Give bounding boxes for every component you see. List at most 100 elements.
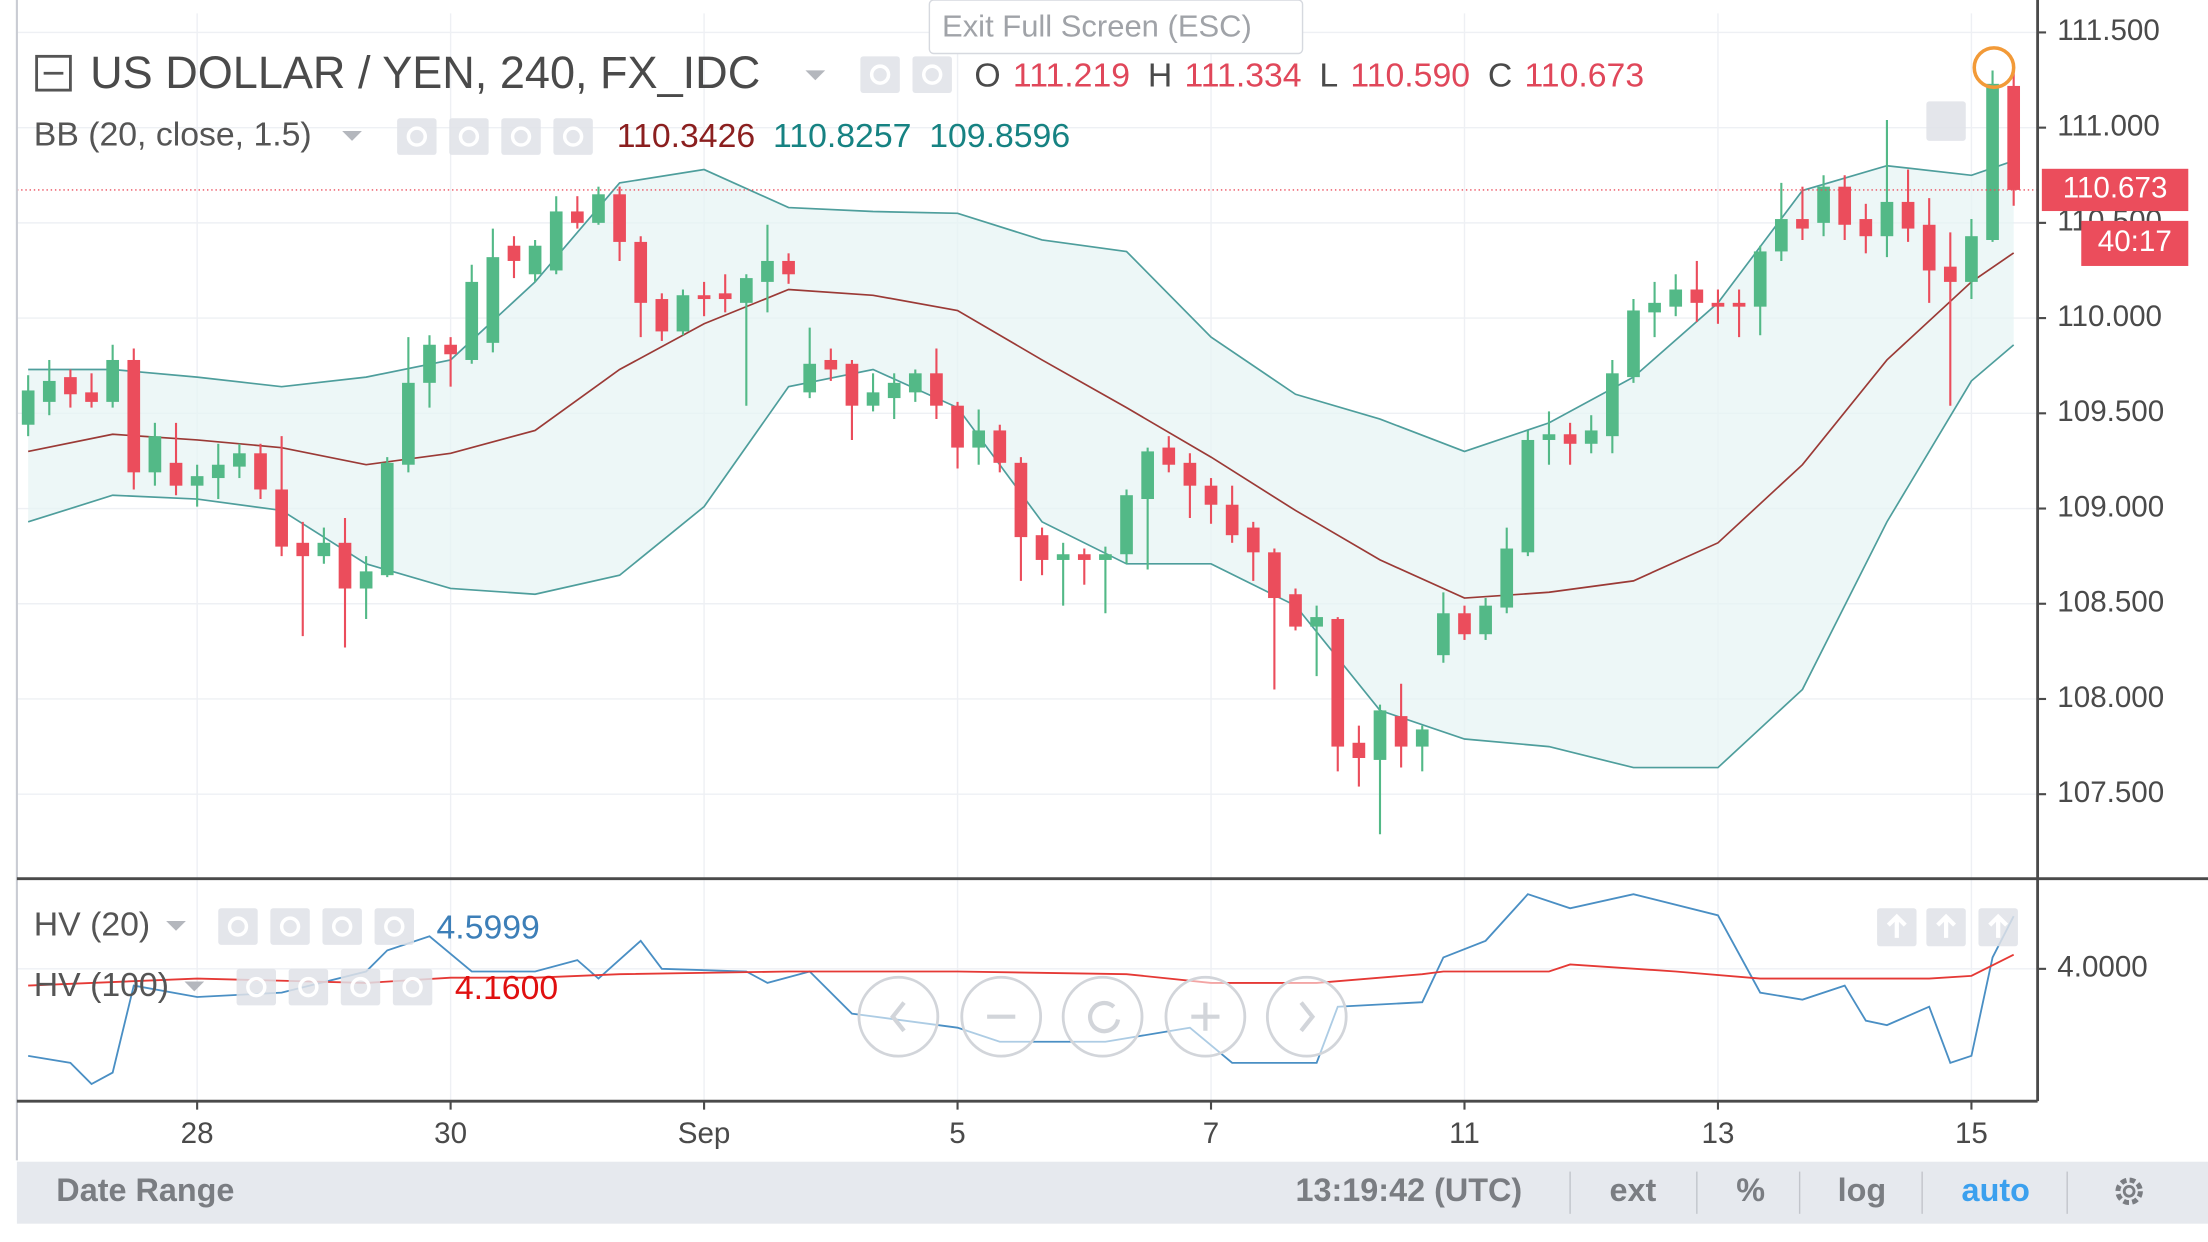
exit-fullscreen-button[interactable] [928, 0, 1304, 55]
legend-icon-button[interactable] [912, 56, 952, 93]
candle-body [1225, 504, 1239, 536]
scroll-right-glyph [1299, 1001, 1316, 1033]
legend-icon-glyph [246, 976, 267, 998]
candle-body [1542, 434, 1556, 440]
dropdown-arrow[interactable] [805, 70, 826, 81]
legend-icon-glyph [406, 126, 428, 147]
dropdown-arrow[interactable] [166, 920, 186, 931]
candle-body [1732, 302, 1746, 307]
candle-body [571, 211, 584, 223]
legend-icon-button[interactable] [860, 56, 900, 93]
x-tick-label: 7 [1203, 1117, 1219, 1150]
zoom-control[interactable] [1265, 975, 1348, 1058]
candle-body [1099, 554, 1112, 560]
legend-icon-glyph [298, 976, 319, 998]
last-price-text: 110.673 [2063, 172, 2168, 205]
pane-icon-glyph [1886, 913, 1907, 938]
ohlc-key: O [974, 56, 1000, 94]
legend-icon-button[interactable] [501, 118, 541, 155]
candle-body [697, 295, 711, 300]
y-tick-label: 108.500 [2057, 586, 2164, 619]
band-line [27, 252, 2015, 599]
candle-body [739, 278, 753, 303]
legend-icon-button[interactable] [218, 908, 258, 945]
candle-body [1479, 605, 1492, 635]
legend-icon-button[interactable] [392, 968, 433, 1006]
legend-icon-button[interactable] [288, 968, 329, 1006]
ohlc-key: C [1488, 56, 1512, 94]
exit-fullscreen-label[interactable]: Exit Full Screen (ESC) [942, 8, 1252, 43]
dropdown-arrow[interactable] [184, 981, 205, 992]
candle-body [930, 373, 943, 406]
legend-icon-button[interactable] [374, 908, 414, 945]
candle-body [359, 571, 373, 589]
legend-icon-button[interactable] [553, 118, 593, 155]
candle-body [1986, 83, 1999, 241]
candle-body [1141, 451, 1154, 500]
reset-glyph [1088, 1000, 1121, 1034]
candle-body [1669, 289, 1683, 307]
legend-icon-glyph [458, 126, 480, 147]
candle-body [1120, 495, 1133, 555]
candle-body [1817, 186, 1830, 223]
candle-body [1458, 613, 1471, 635]
candle-body [106, 359, 119, 402]
log-button[interactable]: log [1838, 1172, 1887, 1208]
zoom-control[interactable] [857, 975, 940, 1058]
candle-body [803, 363, 817, 393]
icons [218, 46, 2018, 1058]
y-tick-label: 109.500 [2057, 395, 2164, 428]
dropdown-arrow[interactable] [342, 130, 362, 141]
candle-body [951, 405, 964, 448]
gear-teeth [2115, 1177, 2143, 1206]
candle-body [634, 241, 648, 303]
candle-body [824, 359, 838, 370]
legend-icon-button[interactable] [322, 908, 362, 945]
candle-body [993, 430, 1007, 463]
candle-body [1796, 219, 1809, 229]
zoom-control[interactable] [1061, 975, 1144, 1058]
pane-icon-button[interactable] [1926, 101, 1966, 141]
ext-button[interactable]: ext [1610, 1172, 1657, 1208]
candle-body [908, 373, 922, 393]
candle-body [1943, 266, 1957, 282]
pane-icon-glyph [1988, 913, 2009, 938]
candle-body [1373, 710, 1387, 760]
candle-body [528, 245, 542, 275]
legend-icon-glyph [402, 976, 423, 998]
percent-button[interactable]: % [1736, 1172, 1765, 1208]
y-tick-label: 110.000 [2057, 300, 2162, 333]
auto-button[interactable]: auto [1962, 1172, 2030, 1208]
candle-body [1563, 434, 1577, 444]
bottom-toolbar [16, 1161, 2208, 1224]
date-range-button[interactable]: Date Range [56, 1172, 234, 1208]
bb-mid-value: 110.3426 [617, 117, 755, 155]
alert-marker [1972, 46, 2016, 90]
candle-body [148, 436, 162, 473]
x-tick-label: 11 [1449, 1117, 1480, 1150]
ohlc-value: 110.590 [1350, 56, 1470, 94]
candle-body [465, 281, 479, 360]
candle-body [1268, 552, 1281, 599]
legend-icon-button[interactable] [340, 968, 381, 1006]
settings-button[interactable] [2115, 1177, 2143, 1206]
collapse-icon[interactable] [35, 54, 72, 92]
x-tick-label: 5 [949, 1117, 965, 1150]
hv20-value: 4.5999 [437, 908, 540, 946]
legend-icon-glyph [869, 64, 891, 85]
legend-icon-button[interactable] [449, 118, 489, 155]
candle-body [1310, 617, 1323, 627]
candle-body [1035, 535, 1049, 560]
labels: 107.500 108.000 108.500 109.000 109.500 110.0… [181, 14, 2189, 1150]
candle-body [169, 462, 183, 486]
indicator-label: BB (20, close, 1.5) [34, 116, 312, 154]
legend-icon-button[interactable] [397, 118, 437, 155]
candle-body [782, 260, 795, 275]
hv-line [28, 893, 2015, 1086]
legend-icon-button[interactable] [270, 908, 310, 945]
marks [16, 64, 2038, 1086]
legend-icon-glyph [279, 916, 301, 937]
legend-icon-button[interactable] [236, 968, 276, 1006]
legend-icon-glyph [350, 976, 371, 998]
